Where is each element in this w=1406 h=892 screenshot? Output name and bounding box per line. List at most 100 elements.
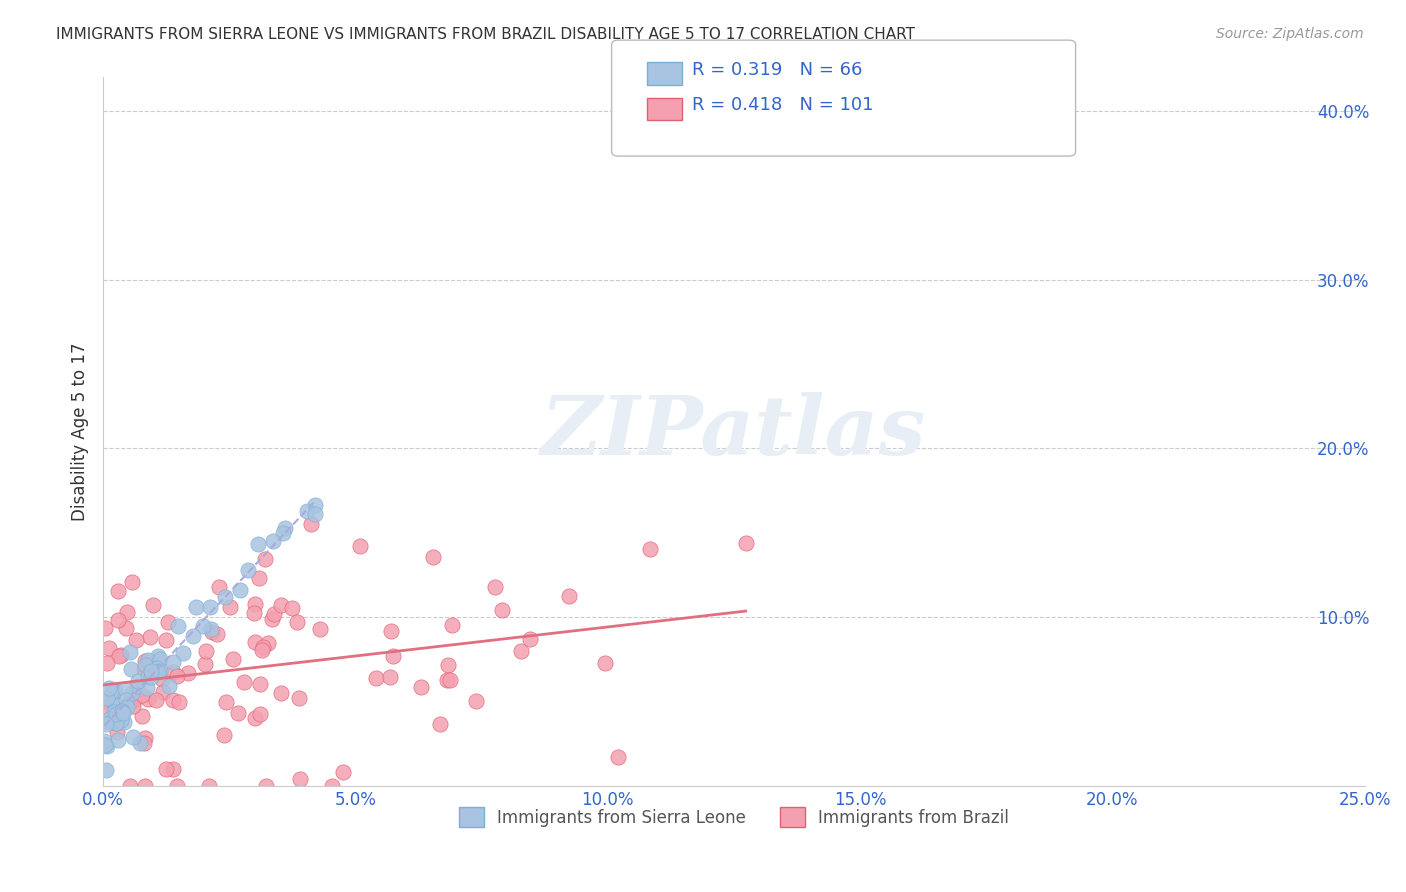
Immigrants from Sierra Leone (94, 763, 117, 777)
Immigrants from Sierra Leone (94, 738, 117, 752)
Immigrants from Brazil (247, 571, 270, 585)
Immigrants from Sierra Leone (96, 739, 118, 753)
Immigrants from Brazil (422, 549, 444, 564)
Immigrants from Sierra Leone (127, 674, 149, 689)
Immigrants from Brazil (115, 605, 138, 619)
Immigrants from Sierra Leone (200, 622, 222, 636)
Immigrants from Sierra Leone (139, 665, 162, 679)
Y-axis label: Disability Age 5 to 17: Disability Age 5 to 17 (72, 343, 89, 521)
Immigrants from Brazil (96, 656, 118, 670)
Immigrants from Sierra Leone (103, 706, 125, 720)
Immigrants from Brazil (134, 653, 156, 667)
Immigrants from Brazil (162, 693, 184, 707)
Immigrants from Brazil (94, 714, 117, 729)
Immigrants from Brazil (256, 779, 278, 793)
Immigrants from Brazil (290, 772, 312, 786)
Immigrants from Brazil (436, 673, 458, 687)
Immigrants from Brazil (94, 705, 117, 719)
Immigrants from Sierra Leone (121, 686, 143, 700)
Immigrants from Sierra Leone (129, 736, 152, 750)
Immigrants from Brazil (558, 589, 581, 603)
Immigrants from Sierra Leone (304, 508, 326, 522)
Immigrants from Brazil (166, 779, 188, 793)
Immigrants from Sierra Leone (114, 701, 136, 715)
Immigrants from Brazil (382, 648, 405, 663)
Immigrants from Sierra Leone (104, 684, 127, 698)
Immigrants from Brazil (110, 648, 132, 663)
Immigrants from Sierra Leone (135, 681, 157, 695)
Immigrants from Brazil (263, 607, 285, 621)
Immigrants from Sierra Leone (94, 717, 117, 731)
Immigrants from Sierra Leone (112, 714, 135, 729)
Text: IMMIGRANTS FROM SIERRA LEONE VS IMMIGRANTS FROM BRAZIL DISABILITY AGE 5 TO 17 CO: IMMIGRANTS FROM SIERRA LEONE VS IMMIGRAN… (56, 27, 915, 42)
Immigrants from Sierra Leone (183, 629, 205, 643)
Immigrants from Brazil (107, 613, 129, 627)
Immigrants from Brazil (233, 674, 256, 689)
Immigrants from Sierra Leone (304, 498, 326, 512)
Immigrants from Brazil (155, 633, 177, 648)
Immigrants from Brazil (150, 672, 173, 686)
Immigrants from Sierra Leone (103, 693, 125, 707)
Immigrants from Brazil (105, 716, 128, 731)
Immigrants from Sierra Leone (93, 734, 115, 748)
Immigrants from Brazil (607, 749, 630, 764)
Immigrants from Sierra Leone (198, 599, 221, 614)
Immigrants from Brazil (254, 552, 277, 566)
Immigrants from Sierra Leone (149, 651, 172, 665)
Immigrants from Brazil (177, 665, 200, 680)
Immigrants from Sierra Leone (149, 664, 172, 678)
Immigrants from Brazil (194, 644, 217, 658)
Immigrants from Sierra Leone (103, 695, 125, 709)
Immigrants from Sierra Leone (114, 693, 136, 707)
Immigrants from Brazil (136, 691, 159, 706)
Immigrants from Brazil (257, 636, 280, 650)
Immigrants from Brazil (380, 624, 402, 638)
Immigrants from Brazil (114, 621, 136, 635)
Text: R = 0.319   N = 66: R = 0.319 N = 66 (692, 61, 862, 78)
Immigrants from Brazil (118, 779, 141, 793)
Immigrants from Sierra Leone (118, 645, 141, 659)
Immigrants from Sierra Leone (271, 525, 294, 540)
Immigrants from Sierra Leone (157, 679, 180, 693)
Immigrants from Brazil (243, 711, 266, 725)
Immigrants from Brazil (93, 694, 115, 708)
Text: R = 0.418   N = 101: R = 0.418 N = 101 (692, 96, 873, 114)
Immigrants from Sierra Leone (162, 655, 184, 669)
Immigrants from Sierra Leone (107, 733, 129, 747)
Immigrants from Sierra Leone (262, 534, 284, 549)
Immigrants from Sierra Leone (148, 648, 170, 663)
Immigrants from Sierra Leone (114, 681, 136, 696)
Immigrants from Sierra Leone (148, 654, 170, 668)
Immigrants from Brazil (309, 623, 332, 637)
Immigrants from Brazil (593, 656, 616, 670)
Immigrants from Brazil (378, 670, 401, 684)
Immigrants from Brazil (219, 600, 242, 615)
Immigrants from Brazil (249, 706, 271, 721)
Immigrants from Brazil (131, 688, 153, 702)
Immigrants from Brazil (366, 671, 388, 685)
Immigrants from Brazil (134, 736, 156, 750)
Legend: Immigrants from Sierra Leone, Immigrants from Brazil: Immigrants from Sierra Leone, Immigrants… (453, 800, 1015, 834)
Immigrants from Brazil (285, 615, 308, 630)
Immigrants from Brazil (250, 643, 273, 657)
Immigrants from Brazil (270, 686, 292, 700)
Immigrants from Sierra Leone (148, 665, 170, 679)
Immigrants from Brazil (332, 764, 354, 779)
Immigrants from Brazil (201, 625, 224, 640)
Immigrants from Brazil (243, 598, 266, 612)
Immigrants from Brazil (142, 599, 165, 613)
Immigrants from Sierra Leone (186, 600, 208, 615)
Immigrants from Brazil (121, 698, 143, 713)
Immigrants from Brazil (208, 580, 231, 594)
Immigrants from Brazil (441, 617, 464, 632)
Immigrants from Sierra Leone (246, 537, 269, 551)
Immigrants from Brazil (429, 717, 451, 731)
Immigrants from Brazil (439, 673, 461, 688)
Immigrants from Brazil (243, 606, 266, 620)
Immigrants from Brazil (465, 694, 488, 708)
Immigrants from Brazil (125, 633, 148, 648)
Immigrants from Brazil (134, 731, 156, 745)
Immigrants from Brazil (145, 693, 167, 707)
Immigrants from Brazil (162, 665, 184, 679)
Text: ZIPatlas: ZIPatlas (541, 392, 927, 472)
